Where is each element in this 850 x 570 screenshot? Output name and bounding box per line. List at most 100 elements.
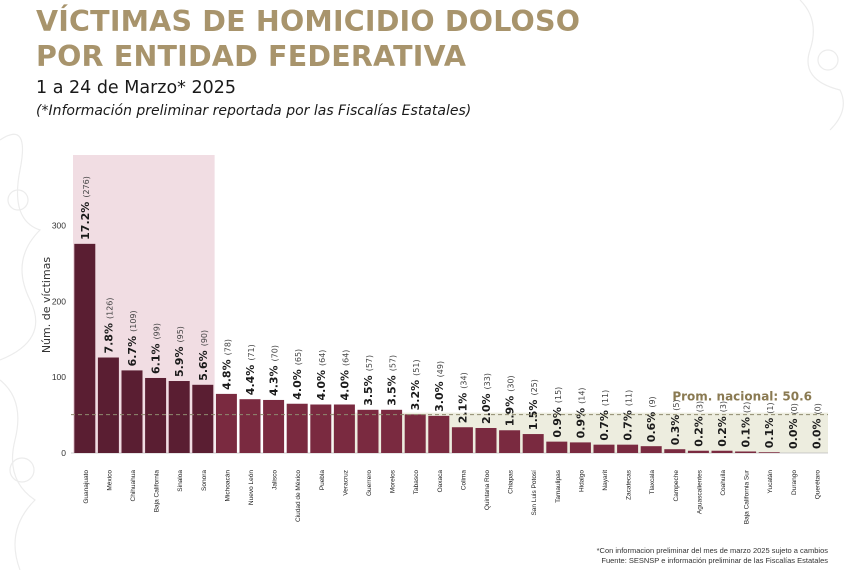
x-tick-label: Baja California	[154, 470, 161, 513]
x-tick-label: Tabasco	[413, 470, 420, 495]
data-label: 3.5% (57)	[362, 355, 375, 406]
count-label: (0)	[790, 403, 799, 414]
data-label: 0.0% (0)	[810, 403, 823, 449]
bar	[404, 414, 426, 453]
data-label: 2.1% (34)	[456, 372, 469, 423]
bar	[357, 409, 379, 453]
x-tick-label: Nayarit	[602, 470, 609, 491]
bar	[381, 409, 403, 453]
bar	[546, 441, 568, 453]
x-tick-label: Tlaxcala	[649, 470, 656, 495]
bar	[263, 399, 285, 453]
x-tick-label: Morelos	[390, 469, 397, 493]
x-tick-label: Tamaulipas	[555, 469, 562, 503]
count-label: (51)	[412, 359, 421, 375]
bar	[239, 399, 261, 453]
percent-label: 3.5%	[362, 375, 375, 406]
page-title: VÍCTIMAS DE HOMICIDIO DOLOSO POR ENTIDAD…	[36, 4, 580, 74]
title-line-2: POR ENTIDAD FEDERATIVA	[36, 40, 467, 73]
y-axis-label: Núm. de víctimas	[40, 257, 53, 354]
x-tick-label: Coahuila	[720, 470, 727, 496]
data-label: 3.0% (49)	[433, 361, 446, 412]
bar	[640, 446, 662, 453]
bar	[451, 427, 473, 453]
x-tick-label: Ciudad de México	[295, 470, 302, 522]
count-label: (65)	[294, 349, 303, 365]
x-tick-label: Hidalgo	[578, 470, 585, 492]
count-label: (0)	[813, 403, 822, 414]
count-label: (71)	[247, 344, 256, 360]
count-label: (1)	[766, 402, 775, 413]
percent-label: 2.0%	[480, 393, 493, 424]
footer-notes: *Con informacion preliminar del mes de m…	[597, 546, 828, 565]
bar	[664, 449, 686, 453]
data-label: 0.2% (3)	[692, 401, 705, 447]
bar	[475, 427, 497, 453]
data-label: 3.5% (57)	[386, 355, 399, 406]
data-label: 5.9% (95)	[173, 326, 186, 377]
x-tick-label: Jalisco	[272, 470, 279, 490]
data-label: 7.8% (126)	[102, 297, 115, 353]
bar	[711, 450, 733, 453]
data-label: 0.1% (1)	[763, 402, 776, 448]
x-tick-label: Nuevo León	[248, 470, 255, 505]
y-tick-label: 200	[52, 296, 66, 306]
percent-label: 0.0%	[810, 418, 823, 449]
count-label: (64)	[341, 350, 350, 366]
percent-label: 4.4%	[244, 365, 257, 396]
percent-label: 0.2%	[716, 416, 729, 447]
top-states-highlight-band	[73, 155, 215, 453]
count-label: (126)	[105, 297, 114, 319]
count-label: (109)	[129, 310, 138, 332]
percent-label: 17.2%	[79, 202, 92, 240]
bar	[121, 370, 143, 453]
count-label: (99)	[153, 323, 162, 339]
data-label: 6.1% (99)	[150, 323, 163, 374]
footer-source: Fuente: SESNSP e información preliminar …	[601, 555, 828, 565]
bar	[687, 450, 709, 453]
percent-label: 5.6%	[197, 350, 210, 381]
percent-label: 0.7%	[622, 410, 635, 441]
x-tick-label: Yucatán	[767, 470, 774, 494]
data-label: 4.8% (78)	[220, 339, 233, 390]
count-label: (70)	[271, 345, 280, 361]
data-label: 3.2% (51)	[409, 359, 422, 410]
count-label: (11)	[601, 390, 610, 406]
bar	[735, 451, 757, 453]
x-tick-label: Guanajuato	[83, 470, 90, 504]
percent-label: 1.9%	[504, 396, 517, 427]
y-tick-label: 0	[61, 448, 66, 458]
percent-label: 2.1%	[456, 393, 469, 424]
count-label: (90)	[200, 330, 209, 346]
bar	[617, 444, 639, 453]
percent-label: 0.6%	[645, 412, 658, 443]
bar	[499, 430, 521, 453]
bar	[569, 442, 591, 453]
x-tick-label: Zacatecas	[626, 469, 633, 500]
percent-label: 0.0%	[787, 418, 800, 449]
data-label: 4.0% (65)	[291, 349, 304, 400]
data-label: 6.7% (109)	[126, 310, 139, 366]
percent-label: 3.2%	[409, 380, 422, 411]
bar	[310, 404, 332, 453]
percent-label: 6.7%	[126, 336, 139, 367]
x-tick-label: Quintana Roo	[484, 470, 491, 510]
data-label: 0.6% (9)	[645, 396, 658, 442]
percent-label: 5.9%	[173, 346, 186, 377]
count-label: (57)	[365, 355, 374, 371]
bar	[286, 403, 308, 453]
x-tick-label: Aguascalientes	[696, 469, 703, 514]
count-label: (3)	[719, 401, 728, 412]
x-tick-label: San Luis Potosí	[531, 470, 538, 516]
bar	[522, 434, 544, 453]
bar	[593, 444, 615, 453]
data-label: 1.9% (30)	[504, 375, 517, 426]
x-tick-label: Chiapas	[508, 469, 515, 494]
x-tick-label: Chihuahua	[130, 470, 137, 502]
x-tick-label: Guerrero	[366, 470, 373, 496]
percent-label: 0.2%	[692, 416, 705, 447]
percent-label: 3.0%	[433, 381, 446, 412]
count-label: (30)	[507, 375, 516, 391]
data-label: 0.0% (0)	[787, 403, 800, 449]
